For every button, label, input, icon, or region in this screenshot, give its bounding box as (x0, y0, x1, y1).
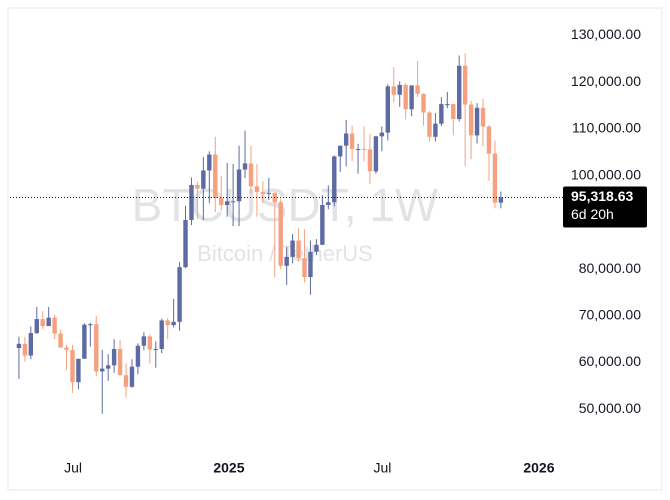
candle-body (278, 202, 283, 266)
x-tick-label: Jul (374, 460, 392, 476)
price-label-box (563, 186, 647, 228)
candle-body (290, 240, 295, 257)
candle-body (397, 84, 402, 95)
candle-body (76, 358, 81, 383)
candle-body (373, 136, 379, 172)
candle-body (260, 191, 266, 194)
candle-body (28, 333, 34, 356)
candle-body (52, 317, 57, 334)
candle-body (46, 317, 51, 327)
candle-body (409, 85, 414, 110)
candle-body (129, 366, 135, 387)
candle-body (242, 163, 248, 170)
candle-body (224, 201, 230, 206)
candle-body (302, 258, 307, 277)
candle-body (58, 333, 63, 348)
candle-body (64, 347, 69, 350)
frame (7, 7, 663, 491)
candle-body (445, 104, 450, 106)
y-tick-label: 60,000.00 (579, 353, 641, 369)
candle-body (314, 244, 319, 252)
candle-body (361, 148, 367, 150)
y-tick-label: 50,000.00 (579, 400, 641, 416)
candle-body (16, 343, 22, 349)
candle-body (296, 240, 301, 259)
candle-body (123, 375, 129, 387)
candle-body (451, 104, 456, 120)
candle-body (349, 133, 355, 149)
candle-body (403, 84, 408, 110)
candle-body (207, 154, 212, 171)
candle-body (391, 86, 396, 95)
candle-body (433, 123, 438, 137)
candle-body (153, 348, 158, 350)
candle-body (439, 104, 444, 124)
candle-body (147, 336, 153, 350)
candle-body (486, 126, 492, 154)
candle-body (308, 251, 313, 277)
candle-body (40, 319, 45, 327)
candle-body (177, 267, 182, 322)
candle-body (468, 104, 474, 136)
candle-body (421, 93, 426, 113)
candle-body (320, 205, 325, 245)
candle-body (248, 163, 254, 187)
candle-body (379, 132, 385, 137)
candle-body (355, 148, 361, 150)
candle-body (213, 154, 218, 199)
candle-body (385, 86, 391, 133)
candle-body (70, 349, 75, 383)
candle-body (117, 348, 123, 376)
candle-body (34, 319, 39, 334)
candle-body (183, 219, 188, 268)
candle-body (111, 348, 117, 366)
countdown-label: 6d 20h (571, 206, 614, 222)
candle-body (474, 107, 480, 136)
watermark: BTCUSDT, 1W (132, 179, 439, 231)
candle-body (22, 343, 28, 356)
y-tick-label: 110,000.00 (572, 120, 641, 136)
candle-body (159, 320, 164, 349)
candle-body (266, 192, 272, 194)
x-tick-label: 2025 (213, 460, 244, 476)
candle-body (326, 202, 331, 206)
candle-body (88, 324, 93, 326)
y-tick-label: 70,000.00 (579, 306, 641, 322)
candle-body (94, 324, 99, 372)
candle-body (141, 336, 147, 346)
candle-body (135, 345, 141, 367)
candle-body (492, 153, 498, 203)
candle-body (457, 65, 462, 120)
candle-body (230, 201, 236, 203)
candle-body (284, 256, 289, 266)
candle-body (462, 65, 468, 105)
candle-body (338, 145, 343, 157)
candle-body (415, 85, 420, 94)
candle-body (498, 197, 504, 203)
candle-body (332, 156, 337, 203)
candle-body (219, 198, 224, 206)
y-tick-label: 130,000.00 (571, 26, 641, 42)
current-price-label: 95,318.63 (571, 188, 633, 204)
y-tick-label: 100,000.00 (571, 166, 641, 182)
candle-body (171, 321, 176, 326)
candle-body (165, 320, 170, 326)
candle-body (189, 184, 194, 220)
candle-body (343, 133, 349, 146)
y-tick-label: 80,000.00 (579, 260, 641, 276)
y-tick-label: 120,000.00 (571, 73, 641, 89)
candle-body (236, 169, 242, 202)
candle-body (201, 170, 206, 189)
candle-body (100, 368, 105, 372)
candle-body (427, 112, 432, 137)
candle-body (105, 365, 111, 369)
candle-body (82, 324, 87, 359)
x-tick-label: 2026 (523, 460, 554, 476)
candle-body (254, 186, 260, 192)
candle-body (195, 184, 200, 189)
candle-body (480, 107, 486, 127)
x-tick-label: Jul (64, 460, 82, 476)
candle-body (367, 149, 373, 172)
